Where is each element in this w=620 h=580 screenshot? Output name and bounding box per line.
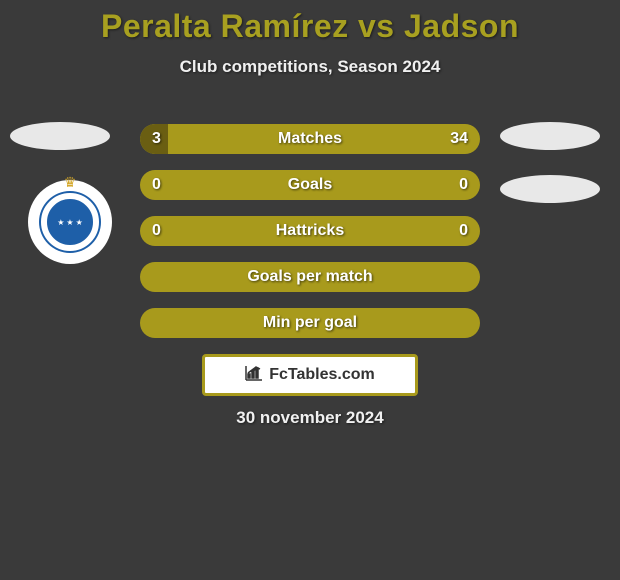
stat-value-left: 0 bbox=[152, 170, 161, 200]
stat-label: Min per goal bbox=[140, 308, 480, 338]
left-placeholder-ellipse bbox=[10, 122, 110, 150]
right-placeholder-ellipse-1 bbox=[500, 122, 600, 150]
stat-row: Min per goal bbox=[140, 308, 480, 338]
stat-label: Matches bbox=[140, 124, 480, 154]
stat-row: Hattricks0 0 bbox=[140, 216, 480, 246]
stat-value-left: 3 bbox=[152, 124, 161, 154]
club-badge: ♛ ★★★ bbox=[28, 180, 112, 264]
brand-text: FcTables.com bbox=[269, 366, 375, 384]
stat-value-right: 0 bbox=[459, 216, 468, 246]
comparison-bars: Matches334Goals00Hattricks00Goals per ma… bbox=[140, 124, 480, 354]
chart-icon bbox=[245, 365, 263, 386]
date-text: 30 november 2024 bbox=[0, 408, 620, 428]
club-badge-inner: ★★★ bbox=[41, 193, 99, 251]
stat-value-right: 34 bbox=[450, 124, 468, 154]
stat-label: Goals per match bbox=[140, 262, 480, 292]
stat-value-left: 0 bbox=[152, 216, 161, 246]
brand-badge: FcTables.com bbox=[202, 354, 418, 396]
stat-row: Goals per match bbox=[140, 262, 480, 292]
stars-icon: ★★★ bbox=[57, 218, 83, 227]
stat-label: Hattricks bbox=[140, 216, 480, 246]
stat-row: Goals0 0 bbox=[140, 170, 480, 200]
page-subtitle: Club competitions, Season 2024 bbox=[0, 57, 620, 77]
stat-label: Goals bbox=[140, 170, 480, 200]
crown-icon: ♛ bbox=[64, 174, 77, 191]
stat-row: Matches3 34 bbox=[140, 124, 480, 154]
stat-value-right: 0 bbox=[459, 170, 468, 200]
right-placeholder-ellipse-2 bbox=[500, 175, 600, 203]
page-title: Peralta Ramírez vs Jadson bbox=[0, 0, 620, 45]
